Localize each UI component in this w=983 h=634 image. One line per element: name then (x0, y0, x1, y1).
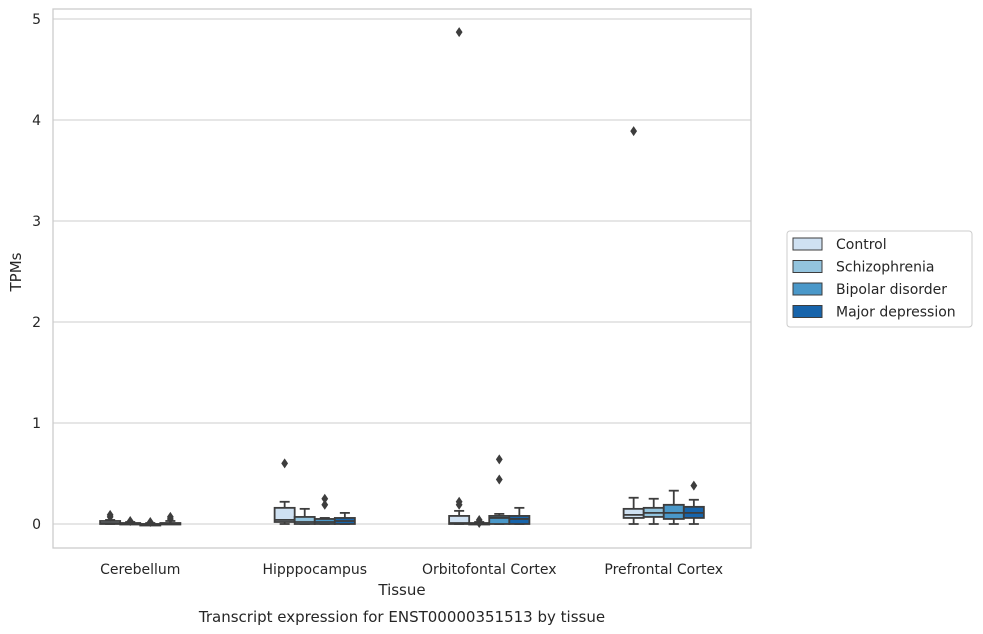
box-bipolar-disorder (139, 516, 162, 527)
box-body (508, 515, 531, 525)
legend-label: Bipolar disorder (836, 282, 947, 298)
box-schizophrenia (293, 507, 316, 525)
box-body (662, 503, 685, 520)
box-schizophrenia (119, 515, 142, 526)
x-tick-label: Orbitofontal Cortex (422, 562, 557, 578)
box-control (99, 509, 122, 525)
outlier-point (321, 499, 329, 510)
legend-swatch (792, 260, 823, 273)
outlier-point (455, 496, 463, 507)
box-series (99, 27, 705, 528)
legend: Control Schizophrenia Bipolar disorder Majo… (786, 230, 973, 328)
box-body (622, 507, 645, 519)
y-tick-label: 4 (32, 113, 41, 129)
x-tick-label: Hipppocampus (262, 562, 367, 578)
box-major-depression (333, 511, 356, 525)
legend-swatch (792, 305, 823, 318)
y-tick-label: 2 (32, 315, 41, 331)
outlier-point (321, 493, 329, 504)
outlier-point (630, 126, 638, 137)
box-body (293, 516, 316, 525)
box-bipolar-disorder (313, 493, 336, 525)
box-control (448, 27, 471, 525)
outlier-point (281, 458, 289, 469)
outlier-point (126, 515, 134, 526)
box-major-depression (682, 480, 705, 525)
box-bipolar-disorder (488, 454, 511, 525)
outlier-point (146, 516, 154, 527)
chart-caption: Transcript expression for ENST0000035151… (198, 608, 605, 626)
y-axis-ticks: 0 1 2 3 4 5 (32, 12, 41, 533)
grid-lines (53, 18, 751, 525)
box-bipolar-disorder (662, 489, 685, 525)
legend-frame (786, 230, 973, 328)
x-axis-label: Tissue (377, 581, 425, 599)
box-control (622, 126, 645, 525)
box-major-depression (508, 506, 531, 525)
plot-frame (52, 8, 752, 549)
box-body (273, 506, 296, 523)
box-body (448, 515, 471, 525)
legend-swatch (792, 237, 823, 251)
y-tick-label: 1 (32, 416, 41, 432)
y-axis-label: TPMs (7, 252, 25, 292)
box-major-depression (159, 511, 182, 526)
x-axis-ticks: Cerebellum Hipppocampus Orbitofontal Corte… (100, 562, 723, 578)
outlier-point (690, 480, 698, 491)
outlier-point (475, 517, 483, 528)
legend-label: Major depression (836, 305, 956, 321)
outlier-point (166, 511, 174, 522)
y-tick-label: 5 (32, 12, 41, 28)
outlier-point (495, 474, 503, 485)
y-tick-label: 0 (32, 517, 41, 533)
box-schizophrenia (468, 514, 491, 528)
legend-swatch (792, 282, 823, 296)
x-tick-label: Cerebellum (100, 562, 180, 578)
box-control (273, 458, 296, 525)
legend-label: Control (836, 237, 887, 253)
outlier-point (106, 509, 114, 520)
outlier-point (455, 27, 463, 38)
x-tick-label: Prefrontal Cortex (604, 562, 723, 578)
y-tick-label: 3 (32, 214, 41, 230)
outlier-point (495, 454, 503, 465)
legend-label: Schizophrenia (836, 260, 934, 276)
box-schizophrenia (642, 497, 665, 525)
